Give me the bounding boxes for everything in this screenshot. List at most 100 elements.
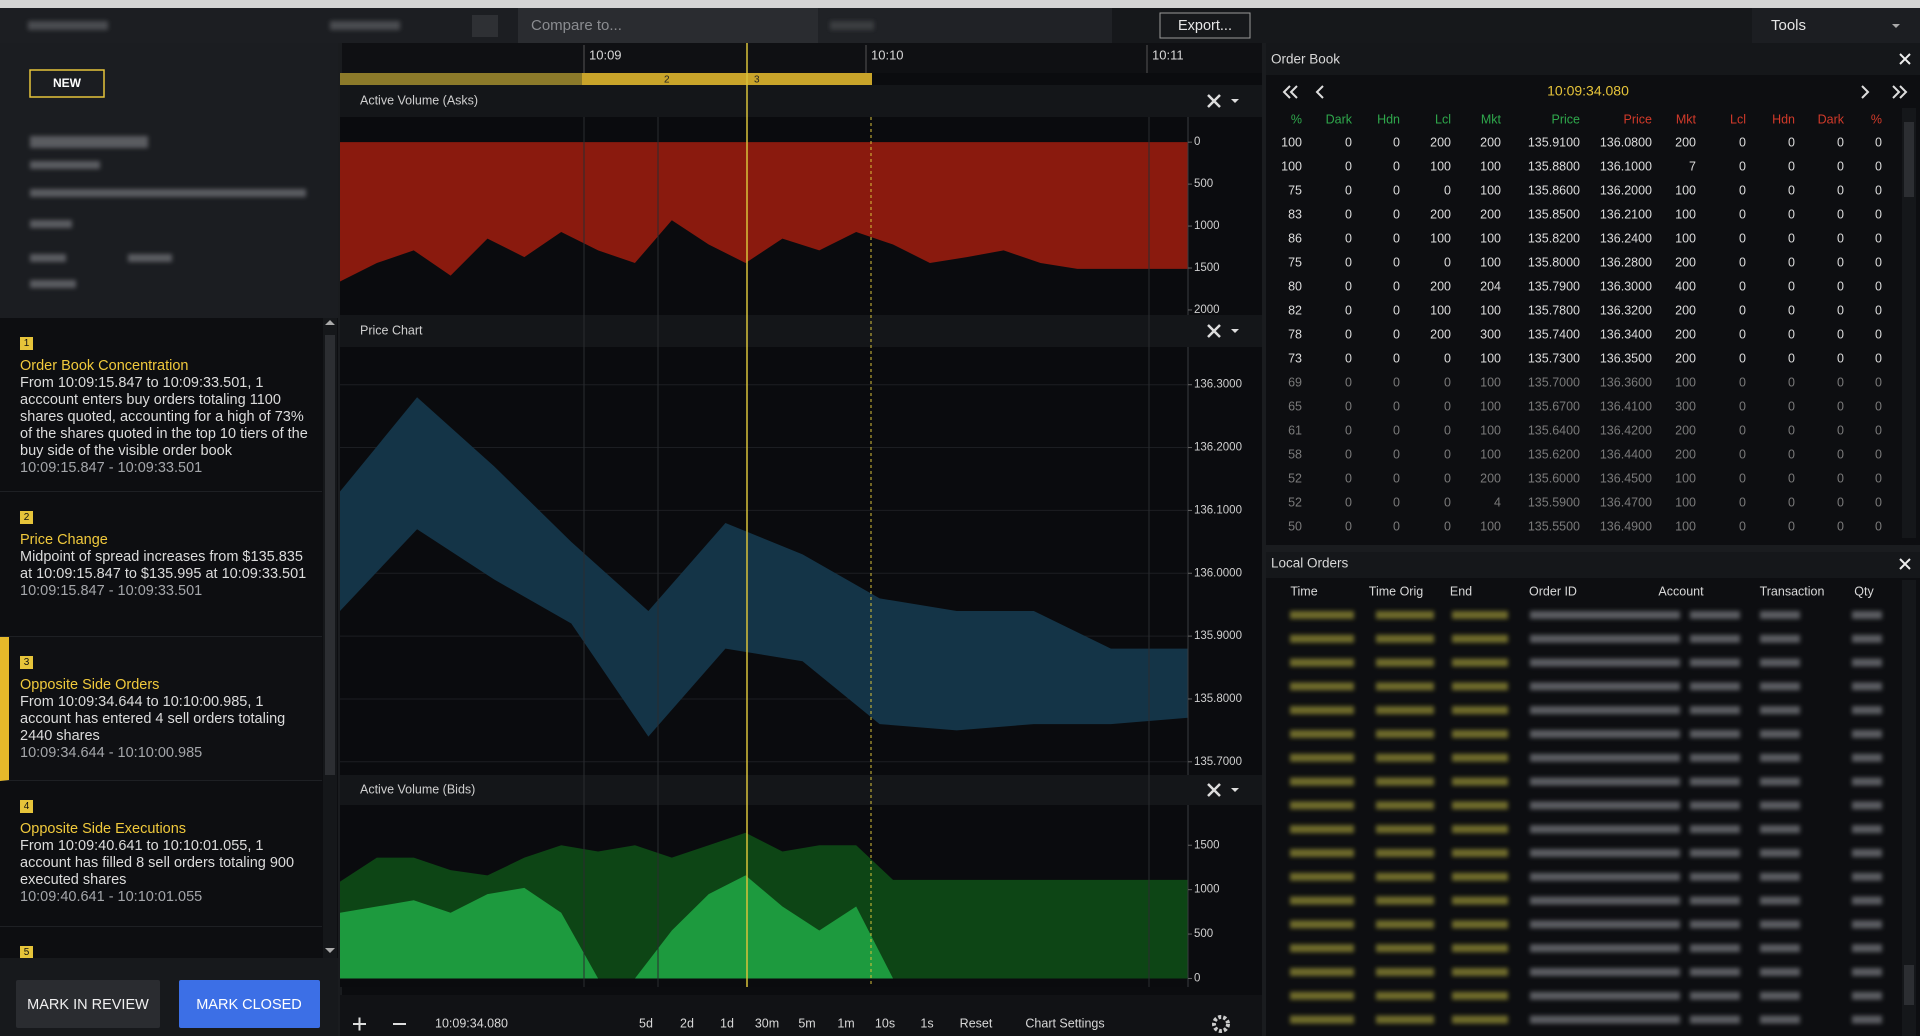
book-cell: 100: [1480, 231, 1501, 245]
reset-button[interactable]: Reset: [960, 1016, 993, 1030]
tools-label[interactable]: Tools: [1771, 17, 1806, 34]
book-cell: 0: [1875, 303, 1882, 317]
range-button[interactable]: 1s: [920, 1016, 933, 1030]
chart-menu-arrow[interactable]: [1231, 788, 1239, 792]
blurred-order: [1760, 872, 1800, 881]
calendar-icon[interactable]: [472, 15, 498, 37]
book-cell: 0: [1875, 327, 1882, 341]
chart-tools-icon[interactable]: [1207, 94, 1221, 108]
blurred-order: [1530, 1015, 1680, 1024]
scroll-thumb[interactable]: [1904, 122, 1914, 197]
blurred-order: [1690, 634, 1740, 643]
book-cell: 0: [1875, 159, 1882, 173]
alert-item[interactable]: 3 Opposite Side Orders From 10:09:34.644 t…: [0, 637, 322, 781]
alert-title: Order Book Concentration: [20, 358, 189, 374]
scroll-thumb[interactable]: [1904, 965, 1914, 1005]
column-header: Time: [1290, 584, 1317, 598]
range-button[interactable]: 10s: [875, 1016, 895, 1030]
chart-tools-icon[interactable]: [1207, 783, 1221, 797]
nav-icons[interactable]: [1282, 85, 1908, 99]
zoom-in[interactable]: [353, 1017, 366, 1031]
blurred-order: [1760, 896, 1800, 905]
blurred-order: [1452, 611, 1508, 619]
blurred-order: [1530, 730, 1680, 738]
export-label[interactable]: Export...: [1178, 18, 1232, 34]
blurred-order: [1690, 611, 1740, 619]
alert-item[interactable]: 2 Price Change Midpoint of spread increase…: [0, 492, 322, 637]
alert-item[interactable]: 4 Opposite Side Executions From 10:09:40.6…: [0, 781, 322, 927]
column-header: Account: [1658, 584, 1704, 598]
review-label[interactable]: MARK IN REVIEW: [27, 997, 149, 1013]
y-tick-label: 0: [1194, 973, 1200, 985]
book-cell: 136.2000: [1600, 183, 1652, 197]
book-cell: 0: [1345, 231, 1352, 245]
book-cell: 0: [1393, 375, 1400, 389]
scrollbar[interactable]: [1902, 108, 1916, 538]
blurred-order: [1760, 944, 1800, 953]
blurred-order: [1530, 682, 1680, 691]
tools-menu[interactable]: [1752, 8, 1920, 43]
range-button[interactable]: 1m: [837, 1016, 854, 1030]
blurred-order: [1760, 801, 1800, 810]
chart-menu-arrow[interactable]: [1231, 99, 1239, 103]
book-cell: 100: [1480, 183, 1501, 197]
export-button[interactable]: [1159, 12, 1251, 39]
book-cell: 136.3400: [1600, 327, 1652, 341]
blurred-order: [1852, 801, 1882, 810]
blurred-order: [1690, 991, 1740, 1000]
blurred-order: [1690, 920, 1740, 929]
scrollbar[interactable]: [1902, 580, 1916, 1036]
book-cell: 136.4500: [1600, 471, 1652, 485]
range-button[interactable]: 30m: [755, 1016, 779, 1030]
book-cell: 200: [1675, 135, 1696, 149]
book-cell: 0: [1875, 399, 1882, 413]
book-cell: 204: [1480, 279, 1501, 293]
book-cell: 0: [1788, 351, 1795, 365]
book-cell: 100: [1675, 519, 1696, 533]
book-cell: 200: [1480, 207, 1501, 221]
close-button[interactable]: [179, 980, 320, 1028]
close-icon[interactable]: [1899, 53, 1911, 65]
chart-menu-arrow[interactable]: [1231, 329, 1239, 333]
book-cell: 50: [1288, 519, 1302, 533]
y-tick-label: 136.3000: [1194, 379, 1242, 391]
column-header: Dark: [1326, 112, 1353, 126]
range-button[interactable]: 2d: [680, 1016, 694, 1030]
alert-title: Opposite Side Executions: [20, 821, 187, 837]
scroll-thumb[interactable]: [325, 335, 335, 775]
book-cell: 0: [1444, 495, 1451, 509]
blurred-order: [1290, 611, 1354, 619]
settings-gear[interactable]: [1212, 1015, 1230, 1033]
book-cell: 200: [1480, 471, 1501, 485]
blurred-order: [1530, 801, 1680, 810]
range-button[interactable]: 5m: [798, 1016, 815, 1030]
compare-field[interactable]: [518, 8, 818, 43]
chart-tools-icon[interactable]: [1207, 324, 1221, 338]
book-cell: 0: [1345, 399, 1352, 413]
close-label[interactable]: MARK CLOSED: [196, 997, 302, 1013]
close-icon[interactable]: [1899, 558, 1911, 570]
book-cell: 0: [1788, 231, 1795, 245]
column-header: Price: [1552, 112, 1581, 126]
book-cell: 0: [1875, 375, 1882, 389]
book-cell: 0: [1739, 423, 1746, 437]
blurred-order: [1376, 611, 1434, 619]
blurred-order: [1452, 896, 1508, 905]
y-tick-label: 2000: [1194, 304, 1220, 316]
blurred-order: [1760, 611, 1800, 619]
book-cell: 135.7900: [1528, 279, 1580, 293]
chart-settings[interactable]: Chart Settings: [1025, 1016, 1104, 1030]
blurred-order: [1376, 658, 1434, 667]
blurred-order: [1376, 730, 1434, 738]
book-cell: 0: [1393, 135, 1400, 149]
review-button[interactable]: [16, 980, 160, 1028]
blurred-order: [1530, 706, 1680, 715]
range-button[interactable]: 1d: [720, 1016, 734, 1030]
alert-item[interactable]: 1 Order Book Concentration From 10:09:15.8…: [0, 318, 322, 492]
blurred-order: [1452, 753, 1508, 762]
book-cell: 0: [1739, 519, 1746, 533]
book-cell: 0: [1837, 423, 1844, 437]
blurred-order: [1376, 944, 1434, 953]
alert-item[interactable]: 5: [0, 927, 322, 958]
range-button[interactable]: 5d: [639, 1016, 653, 1030]
